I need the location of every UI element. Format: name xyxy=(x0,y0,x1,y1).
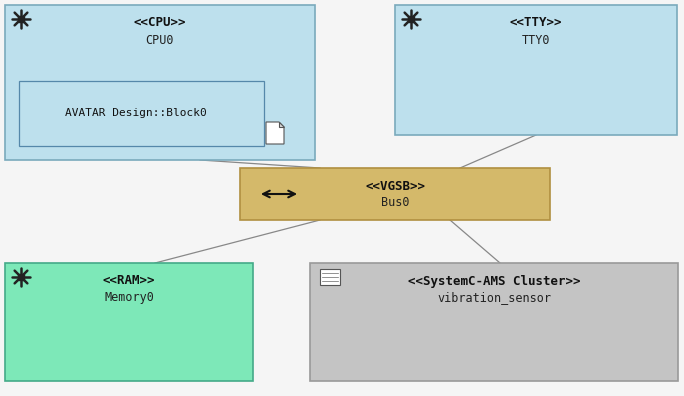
Bar xyxy=(310,263,678,381)
Text: <<TTY>>: <<TTY>> xyxy=(510,17,562,29)
Polygon shape xyxy=(279,122,284,127)
Text: <<SystemC-AMS Cluster>>: <<SystemC-AMS Cluster>> xyxy=(408,274,580,287)
Bar xyxy=(395,5,677,135)
Bar xyxy=(19,81,264,146)
Text: Bus0: Bus0 xyxy=(381,196,409,209)
Bar xyxy=(5,5,315,160)
Text: TTY0: TTY0 xyxy=(522,34,550,46)
Text: CPU0: CPU0 xyxy=(146,34,174,46)
Bar xyxy=(5,263,253,381)
Bar xyxy=(240,168,550,220)
Text: Memory0: Memory0 xyxy=(104,291,154,305)
Text: <<CPU>>: <<CPU>> xyxy=(134,17,186,29)
Bar xyxy=(18,274,24,280)
Text: vibration_sensor: vibration_sensor xyxy=(437,291,551,305)
Text: AVATAR Design::Block0: AVATAR Design::Block0 xyxy=(64,109,207,118)
Bar xyxy=(320,269,340,285)
Text: <<RAM>>: <<RAM>> xyxy=(103,274,155,287)
Text: <<VGSB>>: <<VGSB>> xyxy=(365,179,425,192)
Bar xyxy=(18,16,24,22)
Polygon shape xyxy=(266,122,284,144)
Bar xyxy=(408,16,414,22)
